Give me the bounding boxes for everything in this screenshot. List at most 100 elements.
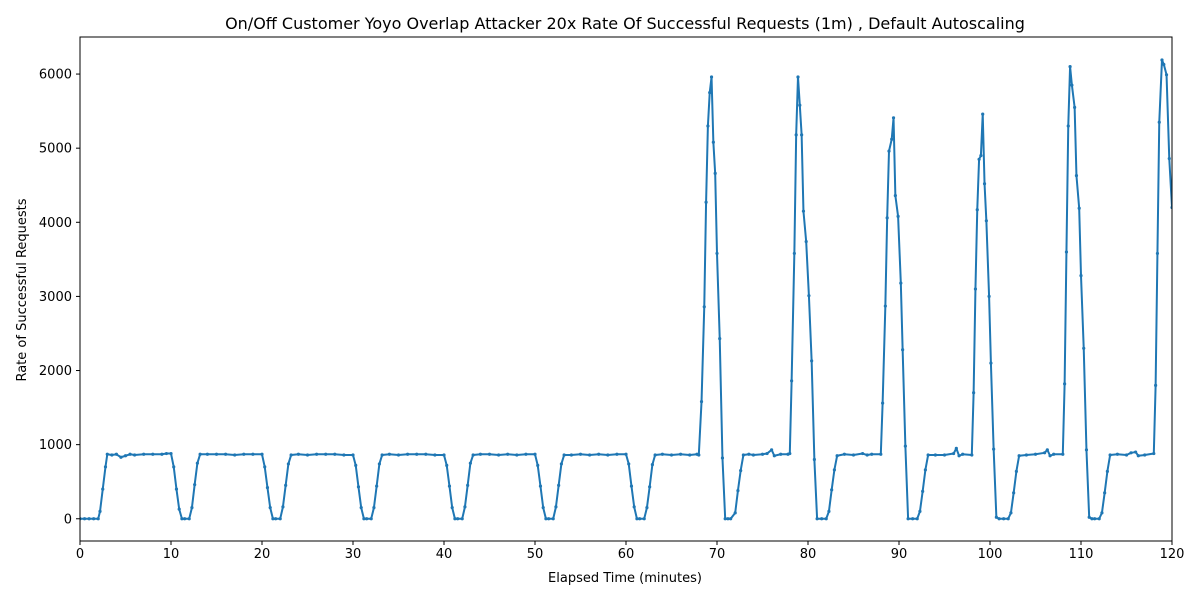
data-point: [96, 517, 100, 521]
data-point: [119, 455, 123, 459]
data-point: [233, 453, 237, 457]
data-point: [804, 239, 808, 244]
data-point: [569, 453, 574, 457]
data-point: [741, 453, 745, 457]
data-point: [396, 453, 401, 457]
data-point: [1066, 124, 1070, 128]
data-point: [883, 304, 887, 308]
data-point: [982, 182, 987, 186]
data-point: [442, 453, 446, 457]
data-point: [942, 453, 947, 457]
data-point: [1129, 451, 1133, 455]
data-point: [979, 153, 983, 158]
data-point: [468, 461, 472, 465]
data-point: [715, 251, 719, 256]
data-point: [447, 484, 452, 488]
data-point: [704, 200, 708, 204]
data-point: [921, 489, 925, 493]
data-point: [356, 485, 361, 489]
data-point: [629, 484, 634, 488]
y-tick-label: 2000: [39, 364, 72, 379]
data-point: [720, 456, 725, 460]
data-point: [899, 281, 903, 285]
data-point: [770, 448, 774, 452]
x-tick-label: 120: [1160, 547, 1185, 562]
data-point: [424, 452, 428, 456]
data-point: [1164, 73, 1169, 77]
data-point: [989, 361, 993, 365]
y-tick-label: 1000: [39, 438, 72, 453]
x-tick-label: 20: [254, 547, 271, 562]
y-axis: 0 1000 2000 3000 4000 5000 6000: [39, 68, 80, 527]
data-point: [497, 453, 501, 457]
data-point: [453, 517, 457, 521]
data-point: [812, 457, 816, 462]
data-point: [981, 112, 985, 116]
data-point: [815, 517, 819, 521]
data-point: [1157, 120, 1161, 124]
data-point: [1100, 511, 1104, 515]
data-point: [1002, 517, 1006, 521]
data-point: [1068, 65, 1072, 69]
data-point: [460, 517, 464, 521]
data-point: [645, 506, 649, 510]
data-point: [911, 517, 915, 521]
data-point: [915, 517, 919, 521]
data-point: [544, 517, 548, 521]
series-layer: [80, 58, 1172, 521]
data-point: [1082, 346, 1086, 350]
data-point: [1093, 517, 1097, 521]
data-point: [820, 517, 824, 521]
data-point: [128, 452, 132, 456]
data-point: [1033, 452, 1038, 456]
data-point: [1155, 251, 1160, 256]
x-tick-label: 60: [618, 547, 635, 562]
y-tick-label: 6000: [39, 68, 72, 83]
data-point: [597, 452, 601, 456]
data-point: [788, 451, 792, 456]
data-point: [562, 453, 566, 457]
data-point: [650, 463, 654, 467]
data-point: [952, 451, 956, 456]
data-point: [193, 483, 197, 487]
data-point: [406, 452, 410, 456]
data-point: [224, 452, 228, 456]
data-point: [305, 453, 310, 457]
data-point: [801, 209, 806, 213]
data-point: [559, 462, 563, 466]
data-point: [906, 517, 910, 521]
data-point: [1097, 517, 1101, 521]
data-point: [835, 454, 839, 458]
data-point: [515, 453, 519, 457]
data-point: [365, 517, 369, 521]
data-point: [851, 453, 856, 457]
x-tick-label: 100: [978, 547, 1003, 562]
data-point: [726, 517, 730, 521]
data-point: [551, 517, 555, 521]
data-point: [1017, 454, 1021, 458]
data-point: [1048, 454, 1052, 458]
data-point: [1090, 517, 1094, 521]
data-point: [315, 452, 319, 456]
data-point: [669, 453, 674, 457]
data-point: [263, 465, 267, 469]
x-tick-label: 80: [800, 547, 817, 562]
x-tick-label: 0: [76, 547, 84, 562]
data-point: [87, 517, 91, 521]
data-point: [779, 452, 783, 456]
data-point: [881, 401, 885, 405]
y-tick-label: 0: [64, 512, 72, 527]
data-point: [810, 359, 814, 363]
data-point: [994, 515, 998, 519]
data-point: [101, 487, 105, 491]
data-point: [1084, 448, 1089, 452]
x-tick-label: 10: [163, 547, 180, 562]
data-point: [832, 468, 836, 472]
data-point: [198, 452, 202, 456]
data-point: [164, 451, 169, 456]
data-point: [879, 452, 883, 456]
data-point: [887, 149, 891, 153]
data-point: [992, 447, 996, 451]
